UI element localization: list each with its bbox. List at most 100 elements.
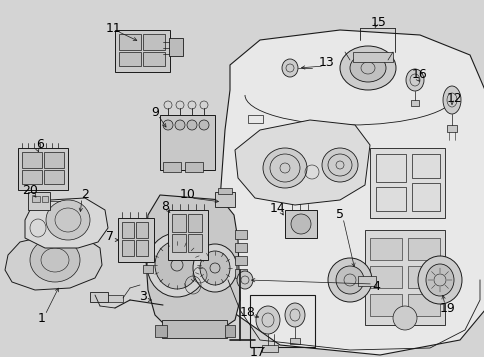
- Bar: [22, 152, 42, 168]
- Bar: [407, 294, 439, 316]
- Ellipse shape: [163, 120, 173, 130]
- Bar: [162, 320, 227, 338]
- Bar: [167, 210, 208, 260]
- Bar: [214, 192, 235, 207]
- Bar: [369, 148, 444, 218]
- Ellipse shape: [147, 233, 207, 297]
- Bar: [235, 243, 246, 252]
- Text: 9: 9: [151, 106, 159, 119]
- Ellipse shape: [46, 200, 90, 240]
- Text: 11: 11: [106, 21, 121, 35]
- Bar: [411, 154, 439, 178]
- Ellipse shape: [285, 303, 304, 327]
- Bar: [118, 218, 154, 262]
- Bar: [364, 230, 444, 325]
- Ellipse shape: [339, 46, 395, 90]
- Bar: [411, 183, 439, 211]
- Bar: [235, 230, 246, 239]
- Bar: [369, 238, 401, 260]
- Text: 13: 13: [318, 56, 334, 70]
- Bar: [108, 295, 123, 302]
- Text: 17: 17: [250, 346, 265, 357]
- Ellipse shape: [335, 266, 363, 294]
- Ellipse shape: [237, 271, 253, 289]
- Ellipse shape: [198, 120, 209, 130]
- Text: 10: 10: [180, 188, 196, 201]
- Bar: [136, 222, 148, 238]
- Text: 18: 18: [240, 306, 256, 318]
- Bar: [172, 234, 186, 252]
- Bar: [155, 325, 166, 337]
- Bar: [18, 148, 68, 190]
- Bar: [136, 240, 148, 256]
- Text: 19: 19: [439, 302, 455, 315]
- Bar: [225, 325, 235, 337]
- Text: 14: 14: [270, 201, 285, 215]
- Ellipse shape: [392, 306, 416, 330]
- Ellipse shape: [442, 86, 460, 114]
- Ellipse shape: [290, 214, 310, 234]
- Bar: [407, 266, 439, 288]
- Bar: [143, 265, 152, 273]
- Ellipse shape: [175, 120, 184, 130]
- Bar: [143, 52, 165, 66]
- Ellipse shape: [425, 264, 453, 296]
- Bar: [375, 154, 405, 182]
- Ellipse shape: [321, 148, 357, 182]
- Text: 7: 7: [106, 231, 114, 243]
- Text: 4: 4: [371, 281, 379, 293]
- Polygon shape: [220, 30, 484, 355]
- Polygon shape: [25, 198, 108, 248]
- Bar: [188, 214, 201, 232]
- Ellipse shape: [155, 241, 198, 289]
- Text: 16: 16: [411, 69, 427, 81]
- Polygon shape: [5, 235, 102, 290]
- Text: 2: 2: [81, 188, 89, 201]
- Ellipse shape: [256, 306, 279, 334]
- Bar: [42, 196, 48, 202]
- Ellipse shape: [30, 238, 80, 282]
- Bar: [369, 266, 401, 288]
- Bar: [217, 188, 231, 194]
- Ellipse shape: [405, 69, 423, 91]
- Bar: [122, 240, 134, 256]
- Bar: [119, 52, 141, 66]
- Bar: [143, 235, 152, 243]
- Bar: [285, 210, 317, 238]
- Text: 15: 15: [370, 15, 386, 29]
- Ellipse shape: [417, 256, 461, 304]
- Bar: [247, 115, 262, 123]
- Bar: [235, 269, 246, 278]
- Polygon shape: [235, 120, 369, 205]
- Bar: [44, 170, 64, 184]
- Ellipse shape: [187, 120, 197, 130]
- Bar: [119, 34, 141, 50]
- Bar: [44, 152, 64, 168]
- Bar: [163, 162, 181, 172]
- Bar: [352, 52, 392, 62]
- Bar: [289, 338, 300, 344]
- Ellipse shape: [262, 148, 306, 188]
- Bar: [261, 345, 277, 352]
- Bar: [168, 38, 182, 56]
- Bar: [90, 292, 108, 302]
- Text: 8: 8: [161, 201, 168, 213]
- Bar: [184, 162, 203, 172]
- Bar: [410, 100, 418, 106]
- Text: 20: 20: [22, 183, 38, 196]
- Bar: [407, 238, 439, 260]
- Bar: [115, 30, 170, 72]
- Bar: [143, 34, 165, 50]
- Bar: [357, 276, 375, 286]
- Bar: [22, 170, 42, 184]
- Text: 5: 5: [335, 208, 343, 221]
- Bar: [375, 187, 405, 211]
- Bar: [28, 192, 50, 210]
- Ellipse shape: [193, 244, 237, 292]
- Ellipse shape: [349, 54, 385, 82]
- Ellipse shape: [199, 251, 229, 285]
- Bar: [160, 115, 214, 170]
- Bar: [122, 222, 134, 238]
- Text: 3: 3: [139, 291, 147, 303]
- Polygon shape: [145, 195, 240, 330]
